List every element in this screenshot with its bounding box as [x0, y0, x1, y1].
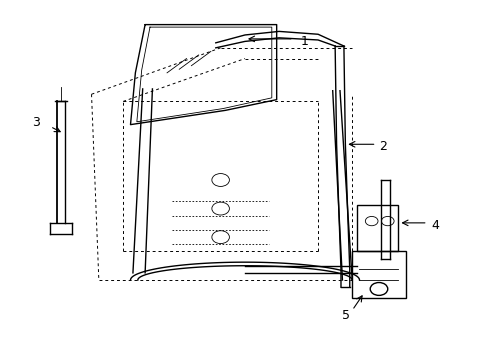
Text: 2: 2 [379, 140, 387, 153]
Text: 5: 5 [343, 309, 350, 322]
Text: 4: 4 [431, 219, 439, 232]
Text: 1: 1 [301, 35, 309, 48]
Text: 3: 3 [31, 116, 40, 129]
